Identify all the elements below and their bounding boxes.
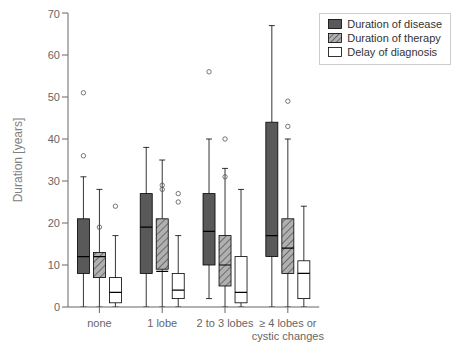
svg-text:Duration [years]: Duration [years] xyxy=(11,118,25,203)
svg-text:10: 10 xyxy=(48,259,60,271)
svg-text:1 lobe: 1 lobe xyxy=(147,317,177,329)
svg-text:≥ 4 lobes orcystic changes: ≥ 4 lobes orcystic changes xyxy=(252,317,325,342)
svg-text:70: 70 xyxy=(48,8,60,20)
html-text:Duration of disease: Duration of disease xyxy=(347,18,442,30)
html-text:Duration of therapy: Duration of therapy xyxy=(347,32,441,44)
svg-text:40: 40 xyxy=(48,133,60,145)
svg-text:50: 50 xyxy=(48,91,60,103)
svg-text:30: 30 xyxy=(48,175,60,187)
html-text:Delay of diagnosis: Delay of diagnosis xyxy=(347,46,438,58)
svg-text:0: 0 xyxy=(54,301,60,313)
svg-text:2 to 3 lobes: 2 to 3 lobes xyxy=(197,317,254,329)
svg-text:60: 60 xyxy=(48,49,60,61)
svg-text:20: 20 xyxy=(48,217,60,229)
svg-text:none: none xyxy=(87,317,111,329)
